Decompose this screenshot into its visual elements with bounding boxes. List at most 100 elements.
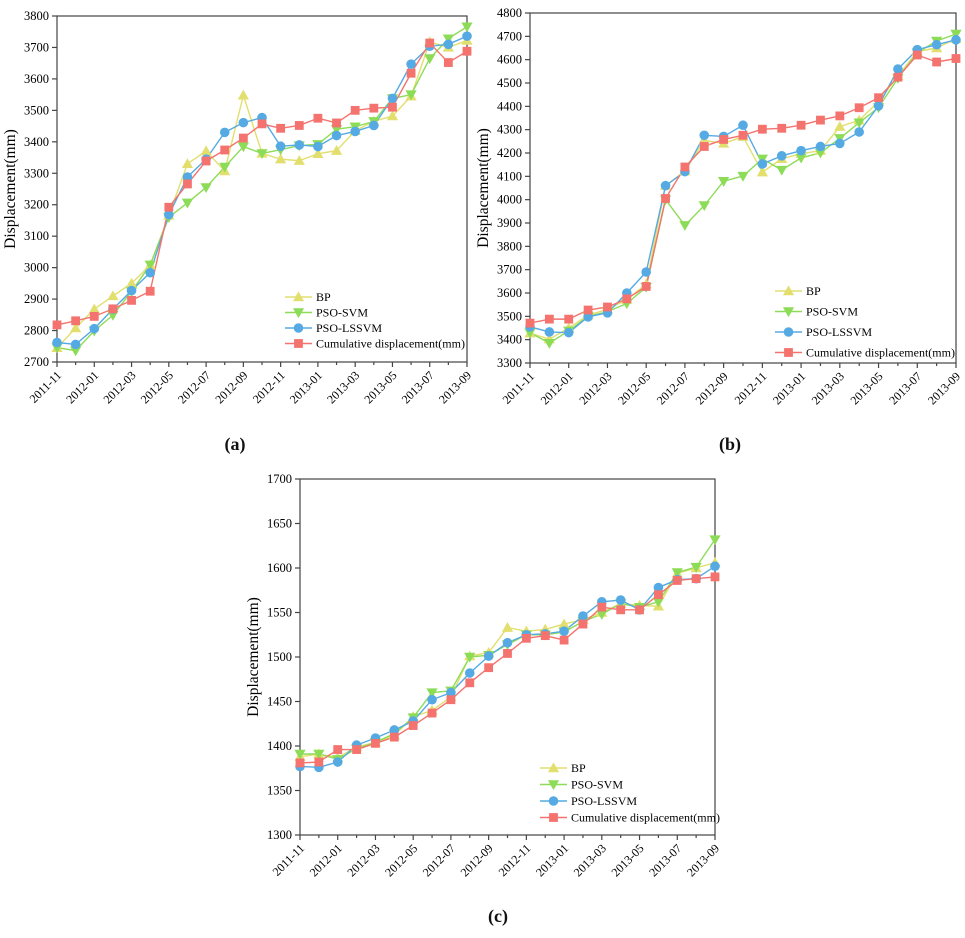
- square-legend-icon: [549, 813, 558, 822]
- y-axis-title: Displacement(mm): [2, 129, 19, 249]
- x-tick-label: 2012-07: [420, 841, 458, 879]
- x-tick-label: 2012-03: [344, 841, 382, 879]
- data-point-pso-lssvm: [446, 687, 456, 698]
- square-legend-icon: [294, 339, 303, 348]
- legend-item: BP: [540, 761, 586, 775]
- x-tick-label: 2012-03: [576, 369, 614, 407]
- y-tick-label: 1700: [267, 472, 292, 486]
- data-point-pso-svm: [718, 177, 730, 187]
- triangle-up-legend-icon: [292, 291, 305, 302]
- y-tick-label: 2900: [24, 292, 49, 306]
- legend-label: BP: [806, 284, 821, 298]
- data-point-pso-lssvm: [238, 117, 249, 128]
- data-point-pso-lssvm: [483, 651, 494, 661]
- data-point-bp: [834, 121, 846, 131]
- data-point-pso-lssvm: [427, 694, 437, 705]
- data-point-pso-lssvm: [294, 140, 305, 150]
- data-point-cumulative-displacement-mm: [371, 738, 380, 748]
- data-point-pso-lssvm: [369, 120, 379, 131]
- data-point-pso-svm: [737, 171, 749, 182]
- chart-b: 3300 3400 3500 3600 3700 3800 3900 4000 4100 4200…: [475, 6, 963, 407]
- plot-border: [529, 12, 957, 364]
- legend-label: PSO-SVM: [571, 778, 623, 792]
- data-point-pso-lssvm: [70, 339, 81, 350]
- data-point-pso-svm: [181, 198, 194, 209]
- y-tick-label: 3100: [24, 229, 49, 243]
- y-tick-label: 4500: [497, 76, 522, 90]
- y-tick-label: 2700: [24, 355, 49, 369]
- legend-label: PSO-LSSVM: [571, 794, 637, 808]
- data-point-pso-svm: [70, 346, 82, 357]
- data-point-cumulative-displacement-mm: [635, 605, 644, 615]
- series-markers-cumulative-displacement-mm: [52, 38, 472, 330]
- series-line-bp: [299, 561, 716, 759]
- data-point-cumulative-displacement-mm: [854, 103, 864, 113]
- triangle-down-legend-icon: [782, 307, 795, 318]
- y-tick-label: 3000: [24, 261, 49, 275]
- y-tick-label: 3700: [24, 40, 49, 54]
- circle-legend-icon: [548, 796, 559, 806]
- data-point-cumulative-displacement-mm: [220, 145, 230, 155]
- data-point-bp: [70, 322, 82, 333]
- data-point-cumulative-displacement-mm: [583, 305, 593, 315]
- y-tick-label: 4200: [497, 146, 522, 160]
- data-point-cumulative-displacement-mm: [564, 314, 574, 324]
- data-point-cumulative-displacement-mm: [544, 314, 554, 324]
- y-axis: 3300 3400 3500 3600 3700 3800 3900 4000 4100 4200…: [497, 6, 530, 370]
- x-tick-label: 2013-01: [287, 368, 325, 406]
- data-point-pso-lssvm: [502, 637, 513, 648]
- data-point-cumulative-displacement-mm: [777, 123, 787, 133]
- data-point-cumulative-displacement-mm: [796, 120, 806, 130]
- data-point-pso-svm: [690, 562, 702, 573]
- data-point-cumulative-displacement-mm: [333, 745, 343, 754]
- chart-a: 2700 2800 2900 3000 3100 3200 3300 3400 3500 3600…: [2, 9, 474, 406]
- triangle-up-legend-icon: [547, 762, 560, 773]
- x-tick-label: 2012-11: [496, 841, 534, 879]
- data-point-bp: [501, 622, 514, 632]
- data-point-pso-lssvm: [387, 93, 398, 104]
- data-point-pso-lssvm: [931, 39, 942, 50]
- data-point-pso-lssvm: [126, 285, 137, 296]
- data-point-pso-lssvm: [443, 39, 454, 50]
- data-point-pso-svm: [814, 148, 827, 159]
- x-tick-label: 2013-09: [436, 368, 474, 406]
- data-point-bp: [293, 155, 305, 165]
- data-point-pso-lssvm: [776, 151, 787, 161]
- data-point-pso-svm: [543, 338, 555, 349]
- data-point-pso-svm: [596, 610, 608, 620]
- data-point-pso-lssvm: [854, 127, 864, 137]
- x-tick-label: 2012-05: [382, 841, 420, 879]
- circle-legend-icon: [293, 323, 304, 333]
- data-point-pso-lssvm: [464, 668, 475, 678]
- x-tick-label: 2012-05: [615, 369, 653, 407]
- y-tick-label: 3800: [497, 239, 522, 253]
- x-axis: 2011-11 2012-01 2012-03 2012-05 2012-07 2012-…: [270, 835, 722, 879]
- x-tick-label: 2011-11: [270, 841, 308, 879]
- data-point-cumulative-displacement-mm: [388, 102, 397, 112]
- x-tick-label: 2012-01: [307, 841, 345, 879]
- data-point-bp: [125, 277, 138, 288]
- data-point-pso-lssvm: [641, 267, 651, 277]
- data-point-cumulative-displacement-mm: [912, 50, 922, 60]
- x-tick-label: 2012-11: [250, 368, 288, 406]
- y-tick-label: 1650: [267, 517, 292, 531]
- caption-c: (c): [488, 906, 508, 926]
- data-point-bp: [237, 89, 249, 100]
- square-legend-icon: [784, 348, 793, 357]
- x-tick-label: 2013-09: [684, 841, 722, 879]
- x-tick-label: 2013-07: [886, 369, 924, 407]
- y-axis-title: Displacement(mm): [475, 128, 492, 248]
- data-point-cumulative-displacement-mm: [710, 572, 720, 582]
- y-tick-label: 4400: [497, 99, 522, 113]
- y-axis-title: Displacement(mm): [245, 597, 262, 717]
- x-tick-label: 2013-03: [809, 369, 847, 407]
- legend-label: Cumulative displacement(mm): [316, 337, 465, 351]
- data-point-cumulative-displacement-mm: [641, 282, 651, 291]
- data-point-pso-lssvm: [710, 561, 720, 572]
- x-tick-label: 2013-01: [770, 369, 808, 407]
- data-point-pso-svm: [461, 22, 473, 33]
- y-tick-label: 1600: [267, 561, 292, 575]
